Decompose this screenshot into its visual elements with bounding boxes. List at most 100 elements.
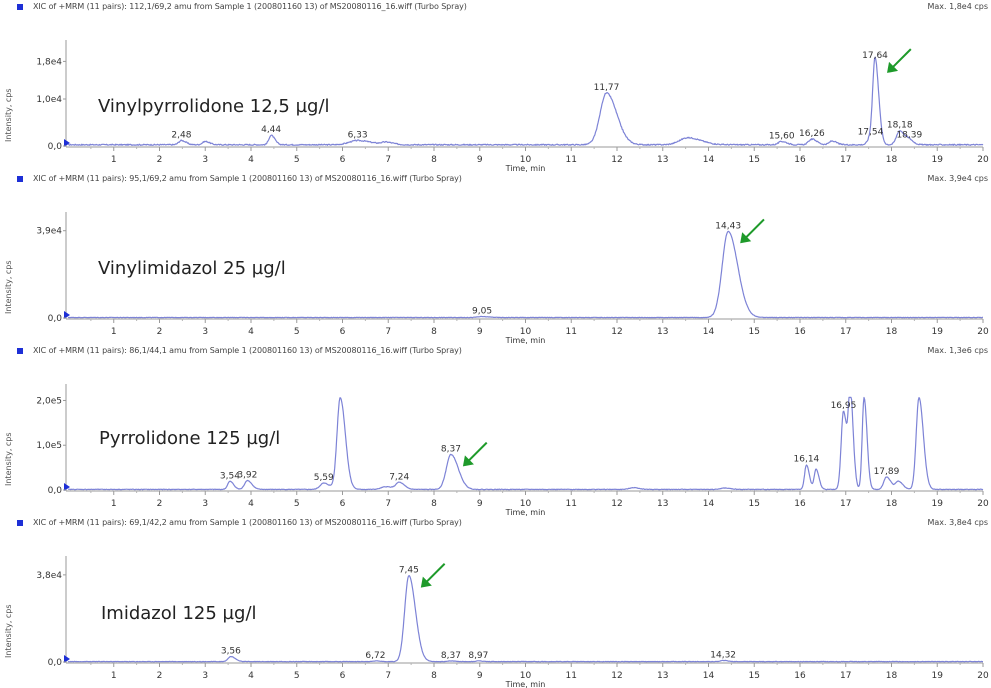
x-tick-label: 2: [157, 499, 163, 509]
peak-label: 14,43: [715, 221, 741, 231]
x-tick-label: 8: [431, 499, 437, 509]
x-tick-label: 10: [520, 155, 532, 165]
x-tick-label: 16: [794, 155, 806, 165]
x-tick-label: 14: [703, 671, 715, 681]
x-tick-label: 9: [477, 671, 483, 681]
x-tick-label: 12: [611, 499, 622, 509]
highlight-arrow-icon: [887, 48, 912, 73]
chromatogram-trace: [67, 575, 983, 663]
y-tick-label: 1,0e5: [36, 441, 62, 451]
x-tick-label: 11: [566, 155, 577, 165]
x-tick-label: 9: [477, 327, 483, 337]
x-tick-label: 17: [840, 155, 851, 165]
peak-label: 17,54: [858, 128, 884, 138]
baseline-marker-icon: [64, 139, 70, 147]
x-tick-label: 5: [294, 155, 300, 165]
x-axis-title: Time, min: [505, 508, 546, 517]
x-tick-label: 6: [340, 671, 346, 681]
peak-label: 7,24: [389, 473, 409, 483]
x-tick-label: 13: [657, 499, 668, 509]
x-tick-label: 1: [111, 327, 117, 337]
compound-label: Pyrrolidone 125 µg/l: [99, 428, 281, 449]
chromatogram-panel-3: XIC of +MRM (11 pairs): 86,1/44,1 amu fr…: [0, 344, 991, 517]
highlight-arrow-icon: [420, 563, 446, 588]
x-tick-label: 20: [977, 499, 989, 509]
x-tick-label: 15: [749, 671, 760, 681]
chromatogram-panel-4: XIC of +MRM (11 pairs): 69,1/42,2 amu fr…: [0, 516, 991, 688]
xic-marker-icon: [17, 520, 23, 526]
x-tick-label: 5: [294, 499, 300, 509]
x-tick-label: 12: [611, 671, 622, 681]
x-tick-label: 17: [840, 499, 851, 509]
peak-label: 3,56: [221, 646, 241, 656]
x-tick-label: 1: [111, 155, 117, 165]
peak-label: 5,59: [314, 473, 334, 483]
x-tick-label: 1: [111, 499, 117, 509]
x-axis-title: Time, min: [505, 680, 546, 688]
x-tick-label: 15: [749, 499, 760, 509]
peak-label: 17,89: [874, 467, 900, 477]
x-tick-label: 6: [340, 327, 346, 337]
peak-label: 9,05: [472, 307, 492, 317]
panel-header: XIC of +MRM (11 pairs): 86,1/44,1 amu fr…: [0, 344, 991, 360]
x-tick-label: 18: [886, 327, 898, 337]
chromatogram-trace: [67, 230, 983, 319]
max-intensity-label: Max. 3,9e4 cps: [927, 174, 988, 183]
x-tick-label: 5: [294, 327, 300, 337]
x-tick-label: 19: [932, 327, 944, 337]
chromatogram-trace: [68, 56, 984, 146]
x-tick-label: 6: [340, 155, 346, 165]
baseline-marker-icon: [64, 483, 70, 491]
peak-label: 15,60: [769, 131, 795, 141]
peak-label: 4,44: [261, 125, 281, 135]
panel-header: XIC of +MRM (11 pairs): 69,1/42,2 amu fr…: [0, 516, 991, 532]
max-intensity-label: Max. 3,8e4 cps: [927, 518, 988, 527]
x-tick-label: 11: [566, 327, 577, 337]
xic-marker-icon: [17, 348, 23, 354]
x-axis-title: Time, min: [505, 336, 546, 345]
x-tick-label: 17: [840, 327, 851, 337]
peak-label: 2,48: [171, 130, 191, 140]
peak-label: 11,77: [594, 83, 620, 93]
x-tick-label: 8: [431, 327, 437, 337]
x-tick-label: 3: [202, 155, 208, 165]
x-tick-label: 9: [477, 155, 483, 165]
x-tick-label: 13: [657, 327, 668, 337]
x-tick-label: 16: [794, 327, 806, 337]
x-tick-label: 14: [703, 155, 715, 165]
x-tick-label: 2: [157, 155, 163, 165]
chromatogram-panel-2: XIC of +MRM (11 pairs): 95,1/69,2 amu fr…: [0, 172, 991, 345]
x-tick-label: 20: [977, 671, 989, 681]
x-tick-label: 3: [202, 671, 208, 681]
x-tick-label: 12: [611, 155, 622, 165]
x-tick-label: 15: [749, 155, 760, 165]
y-tick-label: 1,8e4: [36, 57, 62, 67]
y-tick-label: 3,8e4: [36, 571, 62, 581]
peak-label: 6,33: [348, 130, 368, 140]
xic-marker-icon: [17, 176, 23, 182]
xic-header-text: XIC of +MRM (11 pairs): 69,1/42,2 amu fr…: [33, 518, 462, 527]
x-tick-label: 11: [566, 499, 577, 509]
peak-label: 16,95: [831, 401, 857, 411]
peak-label: 7,45: [399, 566, 419, 576]
x-tick-label: 3: [202, 327, 208, 337]
peak-label: 17,64: [862, 51, 888, 61]
baseline-marker-icon: [64, 655, 70, 663]
x-tick-label: 16: [794, 499, 806, 509]
x-tick-label: 2: [157, 327, 163, 337]
x-tick-label: 13: [657, 155, 668, 165]
x-axis-title: Time, min: [505, 164, 546, 173]
x-tick-label: 17: [840, 671, 851, 681]
chromatogram-trace: [68, 396, 984, 491]
x-tick-label: 18: [886, 155, 898, 165]
y-tick-label: 1,0e4: [36, 95, 62, 105]
xic-marker-icon: [17, 4, 23, 10]
x-tick-label: 4: [248, 327, 254, 337]
compound-label: Vinylimidazol 25 µg/l: [98, 258, 286, 279]
x-tick-label: 18: [886, 671, 898, 681]
y-tick-label: 3,9e4: [36, 227, 62, 237]
x-tick-label: 14: [703, 327, 715, 337]
max-intensity-label: Max. 1,3e6 cps: [927, 346, 988, 355]
x-tick-label: 8: [431, 155, 437, 165]
